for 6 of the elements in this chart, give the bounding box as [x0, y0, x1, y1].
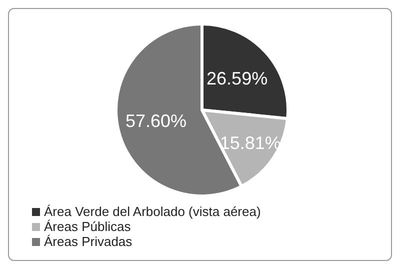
- data-label: 57.60%: [126, 111, 187, 132]
- legend-label: Áreas Privadas: [44, 234, 132, 249]
- legend-label: Área Verde del Arbolado (vista aérea): [44, 204, 261, 219]
- legend-label: Áreas Públicas: [44, 219, 131, 234]
- data-label: 26.59%: [206, 68, 268, 88]
- data-label: 15.81%: [220, 132, 281, 153]
